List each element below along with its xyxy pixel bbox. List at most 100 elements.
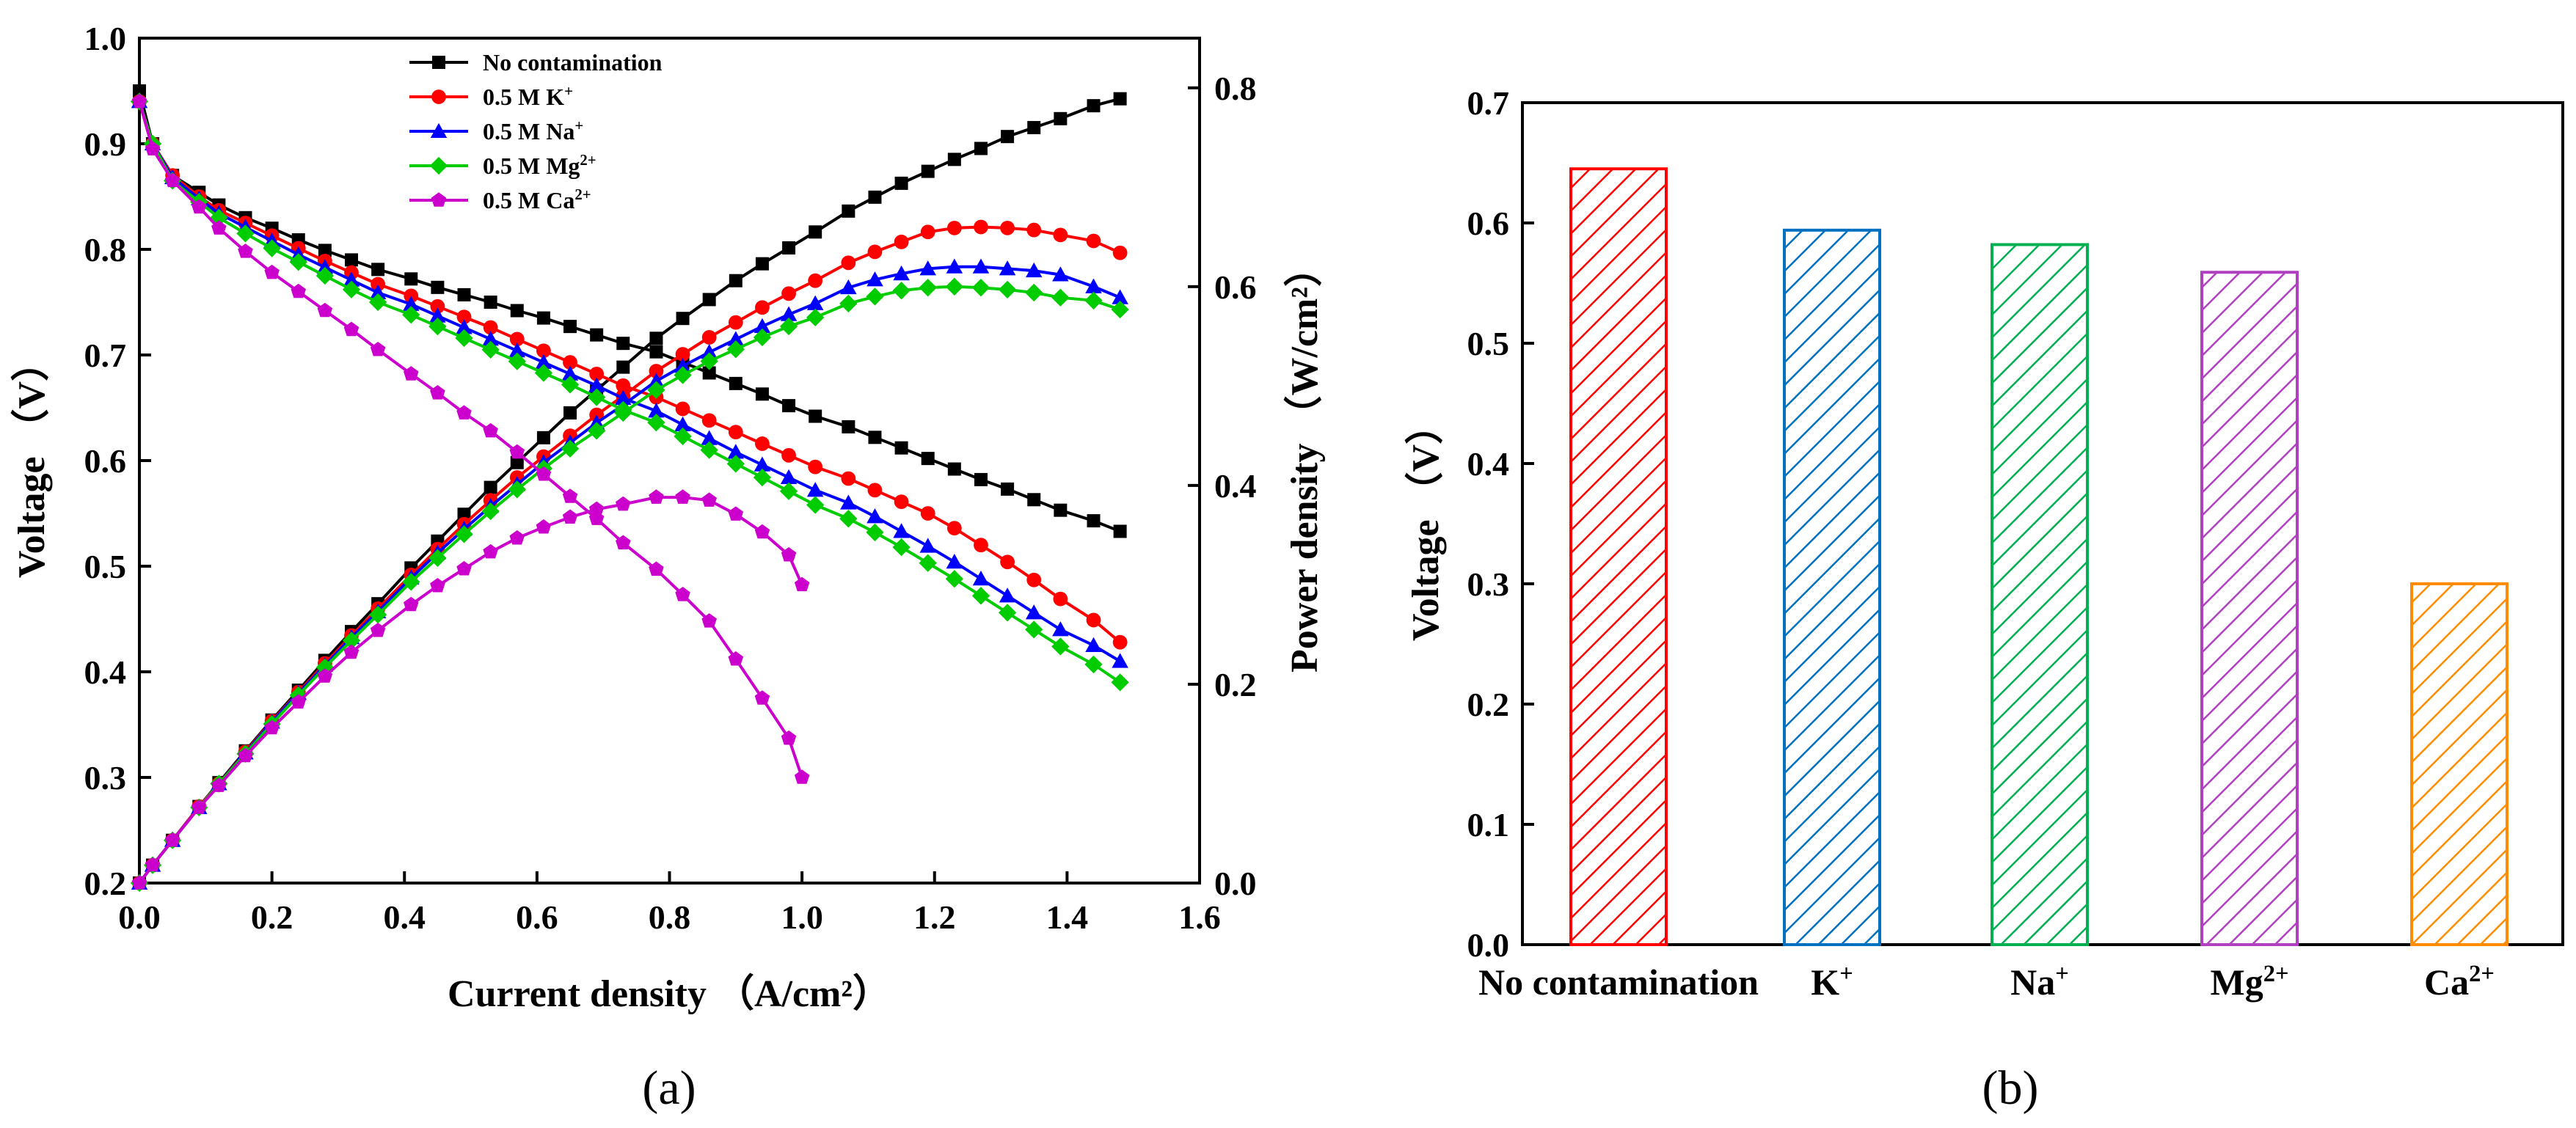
voltage-point <box>315 266 335 285</box>
panel-a-ytick-label: 0.4 <box>84 653 127 691</box>
power-point <box>649 332 663 345</box>
voltage-point <box>1084 655 1103 674</box>
voltage-point <box>701 413 717 428</box>
power-point <box>754 524 770 539</box>
voltage-point <box>782 399 796 413</box>
voltage-point <box>868 431 882 444</box>
voltage-point <box>345 253 358 267</box>
panel-a-xlabel: Current density （A/cm²） <box>448 973 891 1015</box>
panel-b-category-label: No contamination <box>1478 962 1759 1003</box>
power-point <box>674 357 691 373</box>
power-point <box>457 508 471 521</box>
voltage-point <box>947 462 961 476</box>
voltage-line <box>138 100 1121 663</box>
power-point <box>561 439 580 458</box>
power-point <box>894 176 908 190</box>
voltage-point <box>291 283 306 299</box>
panel-b-ticks <box>1522 101 1534 946</box>
power-point <box>892 282 911 300</box>
voltage-point <box>133 84 146 98</box>
power-point <box>675 347 690 362</box>
voltage-point <box>343 321 360 337</box>
voltage-point <box>563 355 577 370</box>
power-point <box>649 364 664 378</box>
panel-a-y2tick-label: 0.0 <box>1214 865 1257 902</box>
power-point <box>780 306 798 321</box>
power-point <box>483 543 498 559</box>
power-point <box>1112 245 1128 260</box>
power-line <box>138 225 1121 885</box>
panel-a-ytick-label: 0.5 <box>84 548 127 585</box>
panel-b-bar-chart: 0.0 0.1 0.2 0.3 0.4 0.5 0.6 0.7 No contaminatio… <box>1404 84 2564 1115</box>
power-point <box>675 489 690 504</box>
legend-label: 0.5 M Mg2+ <box>483 152 596 179</box>
power-point <box>806 308 825 326</box>
legend-item: No contamination <box>409 49 663 76</box>
voltage-point <box>342 280 361 299</box>
voltage-point <box>675 587 690 601</box>
power-point <box>755 257 769 271</box>
voltage-point <box>701 430 718 445</box>
voltage-point <box>456 310 472 325</box>
power-line <box>138 496 803 885</box>
voltage-point <box>727 444 745 459</box>
voltage-point <box>1053 591 1068 607</box>
power-point <box>840 279 857 295</box>
voltage-point <box>510 304 524 318</box>
voltage-point <box>536 466 552 481</box>
legend-label: No contamination <box>483 49 663 76</box>
panel-a-ytick-label: 0.2 <box>84 865 127 902</box>
power-point <box>145 857 161 872</box>
voltage-point <box>455 329 473 348</box>
voltage-point <box>429 307 446 323</box>
legend-item: 0.5 M Mg2+ <box>409 152 596 179</box>
bar <box>1569 167 1668 947</box>
voltage-point <box>404 288 419 304</box>
voltage-point <box>728 425 743 440</box>
voltage-point <box>808 459 823 475</box>
voltage-point <box>1025 604 1043 620</box>
power-point <box>972 258 990 274</box>
power-point <box>1054 111 1068 125</box>
power-point <box>428 549 447 567</box>
series-4 <box>131 93 810 890</box>
voltage-point <box>1113 524 1127 538</box>
voltage-point <box>726 455 745 473</box>
power-point <box>264 719 280 735</box>
voltage-point <box>840 494 857 510</box>
voltage-point <box>210 208 228 227</box>
power-point <box>484 480 497 494</box>
panel-a-tick-labels: 0.0 0.2 0.4 0.6 0.8 1.0 1.2 1.4 1.60.20.30.40.50… <box>84 20 1257 936</box>
power-point <box>402 573 420 591</box>
voltage-point <box>674 416 691 432</box>
voltage-point <box>535 354 552 370</box>
voltage-point <box>508 342 526 358</box>
legend-marker <box>432 56 445 69</box>
voltage-point <box>536 343 551 359</box>
voltage-point <box>700 441 718 459</box>
voltage-point <box>1000 554 1015 570</box>
voltage-point <box>998 604 1017 622</box>
power-point <box>920 224 935 240</box>
power-point <box>647 381 665 399</box>
voltage-point <box>999 587 1016 603</box>
panel-b-tick-labels: 0.0 0.1 0.2 0.3 0.4 0.5 0.6 0.7 <box>1467 84 1510 964</box>
power-point <box>701 492 717 507</box>
power-point <box>317 668 333 683</box>
power-point <box>649 489 664 504</box>
voltage-point <box>131 93 147 109</box>
panel-a-ticks <box>138 37 1201 885</box>
voltage-point <box>754 690 770 705</box>
power-point <box>370 623 386 637</box>
voltage-point <box>701 613 717 628</box>
power-point <box>727 331 745 346</box>
panel-b-ytick-label: 0.6 <box>1467 205 1510 242</box>
power-point <box>508 480 526 499</box>
panel-b-ylabel: Voltage （V） <box>1404 406 1447 641</box>
panel-a-xtick-label: 0.0 <box>118 898 161 936</box>
legend-marker <box>429 156 448 175</box>
panel-a-y2tick-label: 0.4 <box>1214 467 1257 505</box>
voltage-point <box>946 553 963 569</box>
panel-a-xtick-label: 1.4 <box>1046 898 1089 936</box>
power-point <box>676 312 690 326</box>
